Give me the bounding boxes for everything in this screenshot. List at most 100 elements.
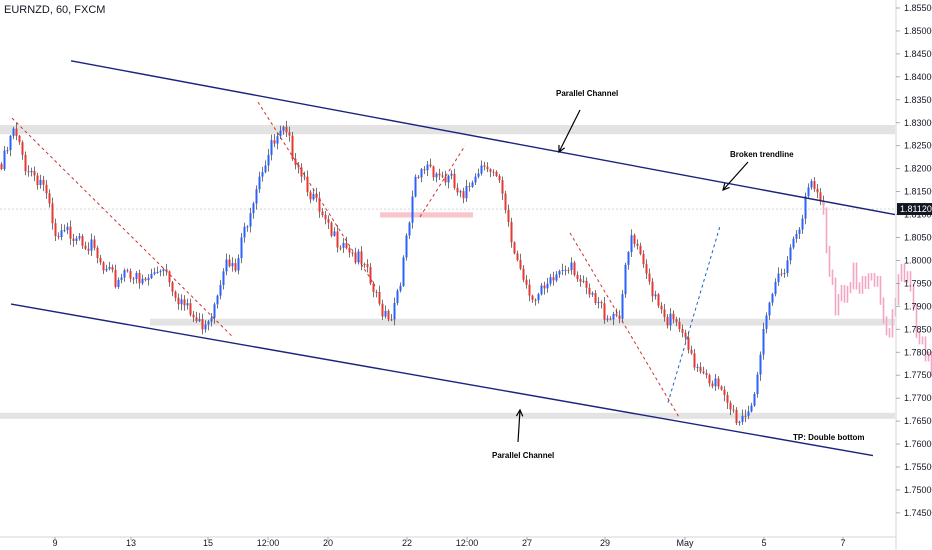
candle xyxy=(21,140,24,160)
candle xyxy=(165,263,168,276)
candle-body xyxy=(174,291,177,298)
candle xyxy=(456,183,459,196)
current-price-badge xyxy=(897,203,932,216)
candle xyxy=(351,251,354,257)
candle xyxy=(303,171,306,181)
candle-body xyxy=(0,164,3,170)
candle xyxy=(51,197,54,230)
candle-body xyxy=(42,179,45,185)
candle-body xyxy=(558,271,561,275)
symbol-label: EURNZD, 60, FXCM xyxy=(4,4,105,16)
candle-body xyxy=(420,169,423,178)
candle xyxy=(441,171,444,179)
candle xyxy=(222,268,225,290)
candle-body xyxy=(678,321,681,330)
candle-body xyxy=(714,378,717,387)
candle xyxy=(651,278,654,302)
price-tick-label: 1.75000 xyxy=(904,485,932,495)
candle-body xyxy=(315,193,318,198)
time-tick-label: 9 xyxy=(52,538,57,548)
candle-body xyxy=(657,294,660,306)
candle xyxy=(765,312,768,334)
candle xyxy=(432,165,435,181)
candle-body xyxy=(237,258,240,271)
candle-body xyxy=(222,271,225,286)
candle-body xyxy=(411,196,414,223)
candle xyxy=(612,311,615,326)
price-tick-label: 1.85500 xyxy=(904,3,932,13)
candle-body xyxy=(531,295,534,300)
candle xyxy=(240,232,243,264)
candle xyxy=(690,345,693,355)
candle-body xyxy=(63,230,66,232)
candle-body xyxy=(252,203,255,214)
candle-body xyxy=(57,236,60,238)
candle-body xyxy=(270,140,273,155)
candle xyxy=(702,366,705,375)
price-tick-label: 1.79500 xyxy=(904,278,932,288)
candle xyxy=(345,236,348,250)
candle xyxy=(480,160,483,176)
candle-body xyxy=(99,258,102,263)
candle-body xyxy=(117,279,120,287)
candle xyxy=(495,170,498,178)
candle-body xyxy=(540,285,543,295)
candle-body xyxy=(624,264,627,295)
candle xyxy=(348,246,351,258)
trendline-3 xyxy=(419,145,466,218)
candle-body xyxy=(705,373,708,376)
trendlines-layer xyxy=(11,101,721,420)
candle-body xyxy=(303,176,306,178)
candle xyxy=(573,260,576,277)
candle-body xyxy=(144,278,147,281)
candle xyxy=(756,371,759,398)
candle-body xyxy=(579,279,582,282)
candle xyxy=(336,225,339,253)
candle xyxy=(324,211,327,225)
candle-body xyxy=(612,313,615,320)
candle xyxy=(444,170,447,186)
candle-body xyxy=(669,313,672,326)
candle-body xyxy=(744,415,747,417)
price-tick-label: 1.83500 xyxy=(904,95,932,105)
candle-body xyxy=(672,313,675,320)
candle-body xyxy=(318,197,321,212)
price-tick-label: 1.82500 xyxy=(904,141,932,151)
candle-body xyxy=(474,176,477,183)
candle-body xyxy=(693,353,696,368)
candle xyxy=(255,185,258,210)
candle xyxy=(819,188,822,206)
candle xyxy=(42,175,45,192)
candle xyxy=(780,268,783,277)
candle xyxy=(276,132,279,150)
candle-body xyxy=(798,229,801,234)
time-tick-label: 5 xyxy=(761,538,766,548)
candle-body xyxy=(741,415,744,422)
candle xyxy=(249,207,252,233)
candle xyxy=(474,173,477,185)
price-tick-label: 1.81500 xyxy=(904,187,932,197)
price-axis[interactable]: 1.85500 1.85000 1.84500 1.84000 1.83500 1.830… xyxy=(895,0,932,550)
price-tick-label: 1.75500 xyxy=(904,462,932,472)
candle xyxy=(429,158,432,168)
candle-body xyxy=(750,405,753,412)
candle xyxy=(219,280,222,300)
candle xyxy=(198,312,201,323)
candle-body xyxy=(597,302,600,304)
candle xyxy=(522,265,525,283)
candle xyxy=(360,246,363,271)
candle-body xyxy=(204,324,207,330)
time-axis[interactable]: 9 13 15 12:00 20 22 12:00 27 29 May 5 7 xyxy=(0,536,896,548)
candle-body xyxy=(561,270,564,272)
candles-layer xyxy=(0,120,825,426)
candle xyxy=(33,166,36,182)
candle-body xyxy=(327,219,330,223)
candle-body xyxy=(633,235,636,244)
candle xyxy=(603,296,606,324)
candle xyxy=(147,274,150,286)
candle xyxy=(66,222,69,235)
candle xyxy=(174,290,177,302)
candle-body xyxy=(720,386,723,390)
candle xyxy=(504,190,507,214)
